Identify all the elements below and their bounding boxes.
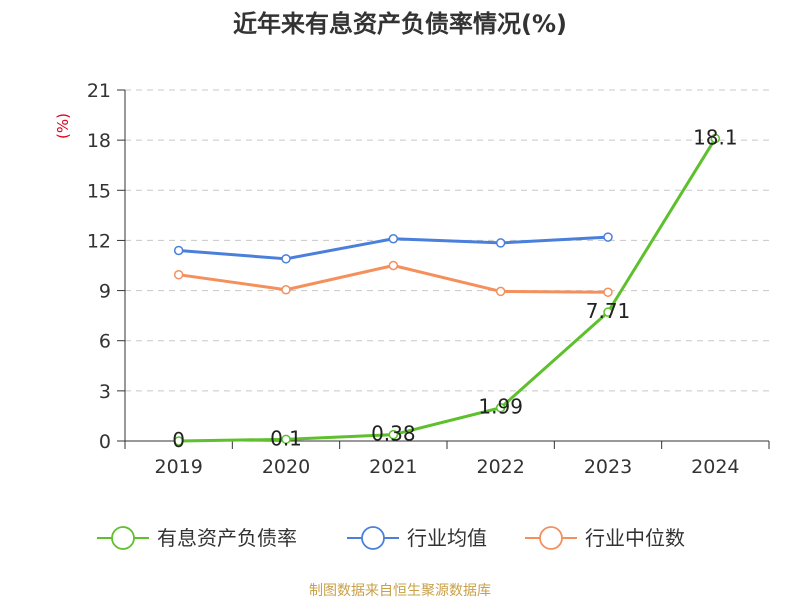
x-tick-label: 2024 [691, 456, 739, 478]
y-tick-label: 15 [87, 180, 111, 202]
x-tick-label: 2019 [154, 456, 202, 478]
axes: 0 3 6 9 12 15 18 21 2019 2020 2021 2022 2023 2024 [87, 80, 770, 478]
legend-marker [539, 526, 563, 550]
series-1 [173, 232, 613, 264]
data-point [710, 133, 721, 144]
x-tick-label: 2022 [476, 456, 524, 478]
data-point [388, 260, 399, 271]
data-label: 0 [172, 428, 185, 452]
legend: 有息资产负债率 行业均值 行业中位数 [97, 526, 685, 550]
legend-marker [361, 526, 385, 550]
data-point [495, 286, 506, 297]
legend-marker [111, 526, 135, 550]
data-point [281, 254, 291, 264]
data-point [388, 234, 399, 244]
data-point [173, 245, 184, 256]
x-tick-label: 2020 [262, 456, 310, 478]
y-tick-label: 6 [99, 331, 111, 353]
y-tick-label: 3 [99, 381, 111, 403]
data-point [281, 434, 291, 445]
data-point [173, 436, 184, 446]
data-label: 1.99 [478, 395, 523, 419]
series-2 [173, 260, 613, 297]
y-tick-label: 9 [99, 281, 111, 303]
y-tick-label: 18 [87, 130, 111, 152]
x-tick-label: 2023 [584, 456, 632, 478]
data-point [603, 232, 613, 242]
data-labels: 0 0.1 0.38 1.99 7.71 18.1 [172, 125, 737, 452]
legend-item-1: 行业均值 [347, 526, 487, 550]
y-tick-label: 0 [99, 431, 111, 453]
source-note: 制图数据来自恒生聚源数据库 [309, 583, 491, 599]
legend-label: 有息资产负债率 [157, 526, 297, 550]
data-label: 7.71 [586, 299, 631, 323]
y-tick-label: 21 [87, 80, 111, 102]
data-point [603, 287, 613, 297]
data-label: 0.38 [371, 422, 416, 446]
data-point [388, 429, 399, 440]
data-point [495, 402, 506, 413]
data-point [603, 307, 613, 317]
legend-item-2: 行业中位数 [525, 526, 685, 550]
legend-label: 行业均值 [407, 526, 487, 550]
data-point [281, 284, 291, 295]
data-label: 0.1 [270, 426, 302, 450]
y-axis-unit-label: (%) [54, 113, 72, 139]
chart-title: 近年来有息资产负债率情况(%) [233, 10, 567, 38]
legend-label: 行业中位数 [585, 526, 685, 550]
series-line [177, 136, 717, 443]
x-tick-label: 2021 [369, 456, 417, 478]
series-0 [173, 133, 721, 446]
data-label: 18.1 [693, 125, 738, 149]
data-point [495, 238, 506, 248]
legend-item-0: 有息资产负债率 [97, 526, 297, 550]
y-tick-label: 12 [87, 230, 111, 252]
series-lines [173, 133, 721, 446]
data-point [173, 269, 184, 280]
